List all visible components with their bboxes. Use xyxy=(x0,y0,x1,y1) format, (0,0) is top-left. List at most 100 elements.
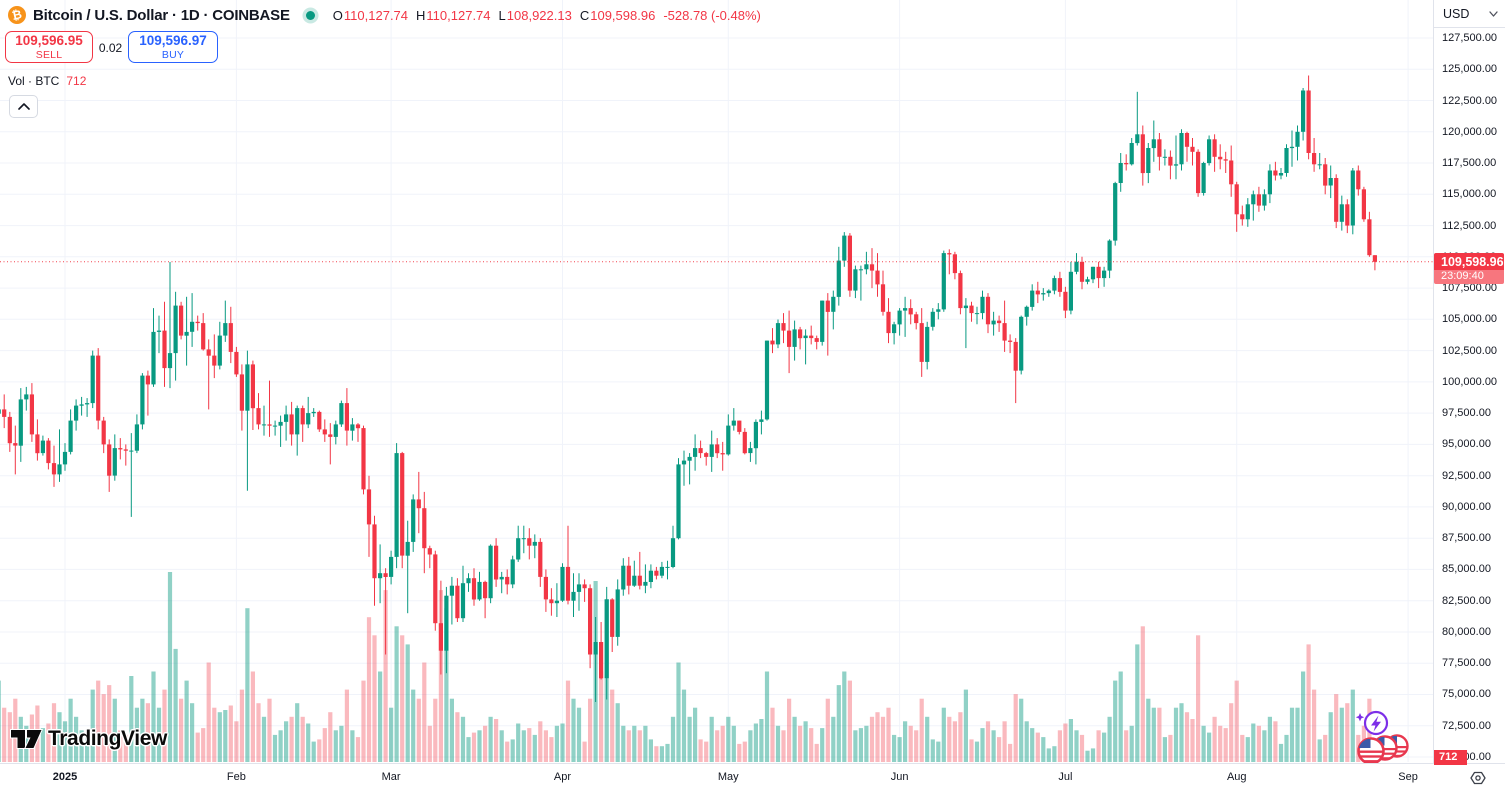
candle-body xyxy=(350,424,355,431)
candle-body xyxy=(1085,279,1090,282)
boost-lightning-icon[interactable] xyxy=(1355,710,1389,736)
volume-bar xyxy=(311,741,316,762)
candle-body xyxy=(875,270,880,285)
volume-bar xyxy=(68,698,73,762)
candle-body xyxy=(140,375,145,425)
volume-bar xyxy=(1345,703,1350,762)
candle-body xyxy=(764,340,770,420)
volume-bar xyxy=(897,737,902,762)
candle-body xyxy=(897,310,902,325)
market-status-icon[interactable] xyxy=(305,10,315,20)
candle-body xyxy=(460,583,466,619)
volume-bar xyxy=(582,741,587,762)
volume-bar xyxy=(864,725,869,762)
candle-body xyxy=(405,541,410,556)
tradingview-watermark[interactable]: TradingView xyxy=(9,727,167,751)
time-tick-label: Jul xyxy=(1058,771,1073,783)
candle-body xyxy=(344,403,349,431)
candle-body xyxy=(997,320,1002,324)
price-chart[interactable]: ₿ Bitcoin / U.S. Dollar · 1D · COINBASE … xyxy=(0,0,1433,763)
volume-bar xyxy=(516,723,521,762)
candle-body xyxy=(107,444,112,476)
candle-body xyxy=(521,538,526,540)
volume-bar xyxy=(250,671,255,762)
candle-body xyxy=(1179,133,1184,165)
grid-layer xyxy=(0,0,1433,762)
candle-body xyxy=(925,326,930,362)
candle-body xyxy=(1118,163,1123,183)
bar-countdown: 23:09:40 xyxy=(1434,269,1504,284)
volume-bar xyxy=(499,730,504,762)
candle-body xyxy=(549,599,554,604)
volume-bar xyxy=(803,721,808,762)
candle-body xyxy=(74,405,79,421)
candle-body xyxy=(7,416,12,444)
time-axis[interactable]: 2025 Feb Mar Apr May Jun Jul Aug Sep xyxy=(0,763,1505,791)
collapse-panel-button[interactable] xyxy=(9,95,38,118)
volume-bar xyxy=(145,703,150,762)
volume-bar xyxy=(1284,734,1289,762)
candles-layer xyxy=(0,75,1377,702)
volume-bar xyxy=(1184,712,1190,762)
candlestick-chart[interactable] xyxy=(0,0,1433,762)
volume-bar xyxy=(565,680,571,762)
candle-body xyxy=(676,464,681,539)
volume-bar xyxy=(958,712,963,762)
symbol-title[interactable]: Bitcoin / U.S. Dollar · 1D · COINBASE xyxy=(33,6,290,24)
price-axis[interactable]: USD 127,500.00 125,000.00 122,500.00 120,00… xyxy=(1433,0,1505,765)
volume-bar xyxy=(1223,728,1228,762)
scale-settings-icon[interactable] xyxy=(1468,768,1488,788)
event-icons xyxy=(1349,704,1411,763)
volume-bar xyxy=(156,707,162,762)
currency-selector[interactable]: USD xyxy=(1434,0,1505,28)
price-tick-label: 75,000.00 xyxy=(1442,688,1491,701)
candle-body xyxy=(554,600,559,604)
volume-bar xyxy=(825,698,830,762)
candle-body xyxy=(1063,291,1068,311)
candle-body xyxy=(145,375,150,385)
volume-bar xyxy=(991,730,996,762)
volume-bar xyxy=(1074,730,1079,762)
volume-bar xyxy=(1096,730,1101,762)
candle-body xyxy=(1129,143,1134,165)
us-flag-event-icon[interactable] xyxy=(1357,734,1409,764)
candle-body xyxy=(936,309,941,312)
volume-bar xyxy=(383,590,388,762)
volume-bar xyxy=(610,689,615,762)
candle-body xyxy=(223,323,228,336)
volume-bar xyxy=(405,644,410,762)
candle-body xyxy=(770,340,775,345)
volume-bar xyxy=(621,725,626,762)
volume-study-row: Vol · BTC 712 xyxy=(8,74,86,88)
candle-body xyxy=(483,581,488,599)
candle-body xyxy=(1113,183,1118,241)
volume-bar xyxy=(1262,730,1267,762)
volume-bar xyxy=(74,716,79,762)
time-tick-label: May xyxy=(717,771,739,783)
volume-bar xyxy=(527,728,532,762)
volume-layer xyxy=(0,572,1377,762)
volume-bar xyxy=(963,689,968,762)
volume-bar xyxy=(875,712,880,762)
candle-body xyxy=(886,311,891,334)
candle-body xyxy=(532,541,537,546)
open-label: O xyxy=(332,7,343,23)
candle-body xyxy=(57,464,62,475)
candle-body xyxy=(969,305,974,314)
time-tick-label: Aug xyxy=(1226,771,1247,783)
buy-button[interactable]: 109,596.97 BUY xyxy=(128,31,218,63)
high-label: H xyxy=(416,7,426,23)
candle-body xyxy=(681,460,687,465)
candle-body xyxy=(1024,306,1029,317)
volume-bar xyxy=(129,676,134,762)
sell-button[interactable]: 109,596.95 SELL xyxy=(5,31,93,63)
volume-bar xyxy=(1085,750,1090,762)
candle-body xyxy=(1162,156,1167,158)
volume-bar xyxy=(328,712,333,762)
volume-bar xyxy=(51,703,57,762)
candle-body xyxy=(726,425,731,455)
candle-body xyxy=(427,548,432,555)
candle-body xyxy=(1262,194,1267,206)
candle-body xyxy=(51,463,57,475)
candle-body xyxy=(471,578,477,600)
